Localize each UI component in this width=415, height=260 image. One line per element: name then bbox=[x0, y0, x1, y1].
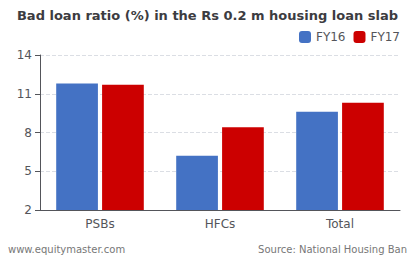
svg-text:Total: Total bbox=[325, 217, 354, 231]
svg-text:14: 14 bbox=[17, 48, 32, 62]
svg-text:FY17: FY17 bbox=[370, 30, 400, 44]
svg-text:www.equitymaster.com: www.equitymaster.com bbox=[8, 244, 125, 255]
svg-text:PSBs: PSBs bbox=[85, 217, 114, 231]
svg-text:11: 11 bbox=[17, 87, 32, 101]
svg-text:8: 8 bbox=[24, 126, 32, 140]
svg-text:HFCs: HFCs bbox=[205, 217, 236, 231]
svg-text:5: 5 bbox=[24, 164, 32, 178]
svg-text:Bad loan ratio (%) in the Rs 0: Bad loan ratio (%) in the Rs 0.2 m housi… bbox=[17, 8, 398, 23]
svg-text:Source: National Housing Ban: Source: National Housing Ban bbox=[258, 244, 407, 255]
svg-text:FY16: FY16 bbox=[316, 30, 346, 44]
svg-text:2: 2 bbox=[24, 203, 32, 217]
